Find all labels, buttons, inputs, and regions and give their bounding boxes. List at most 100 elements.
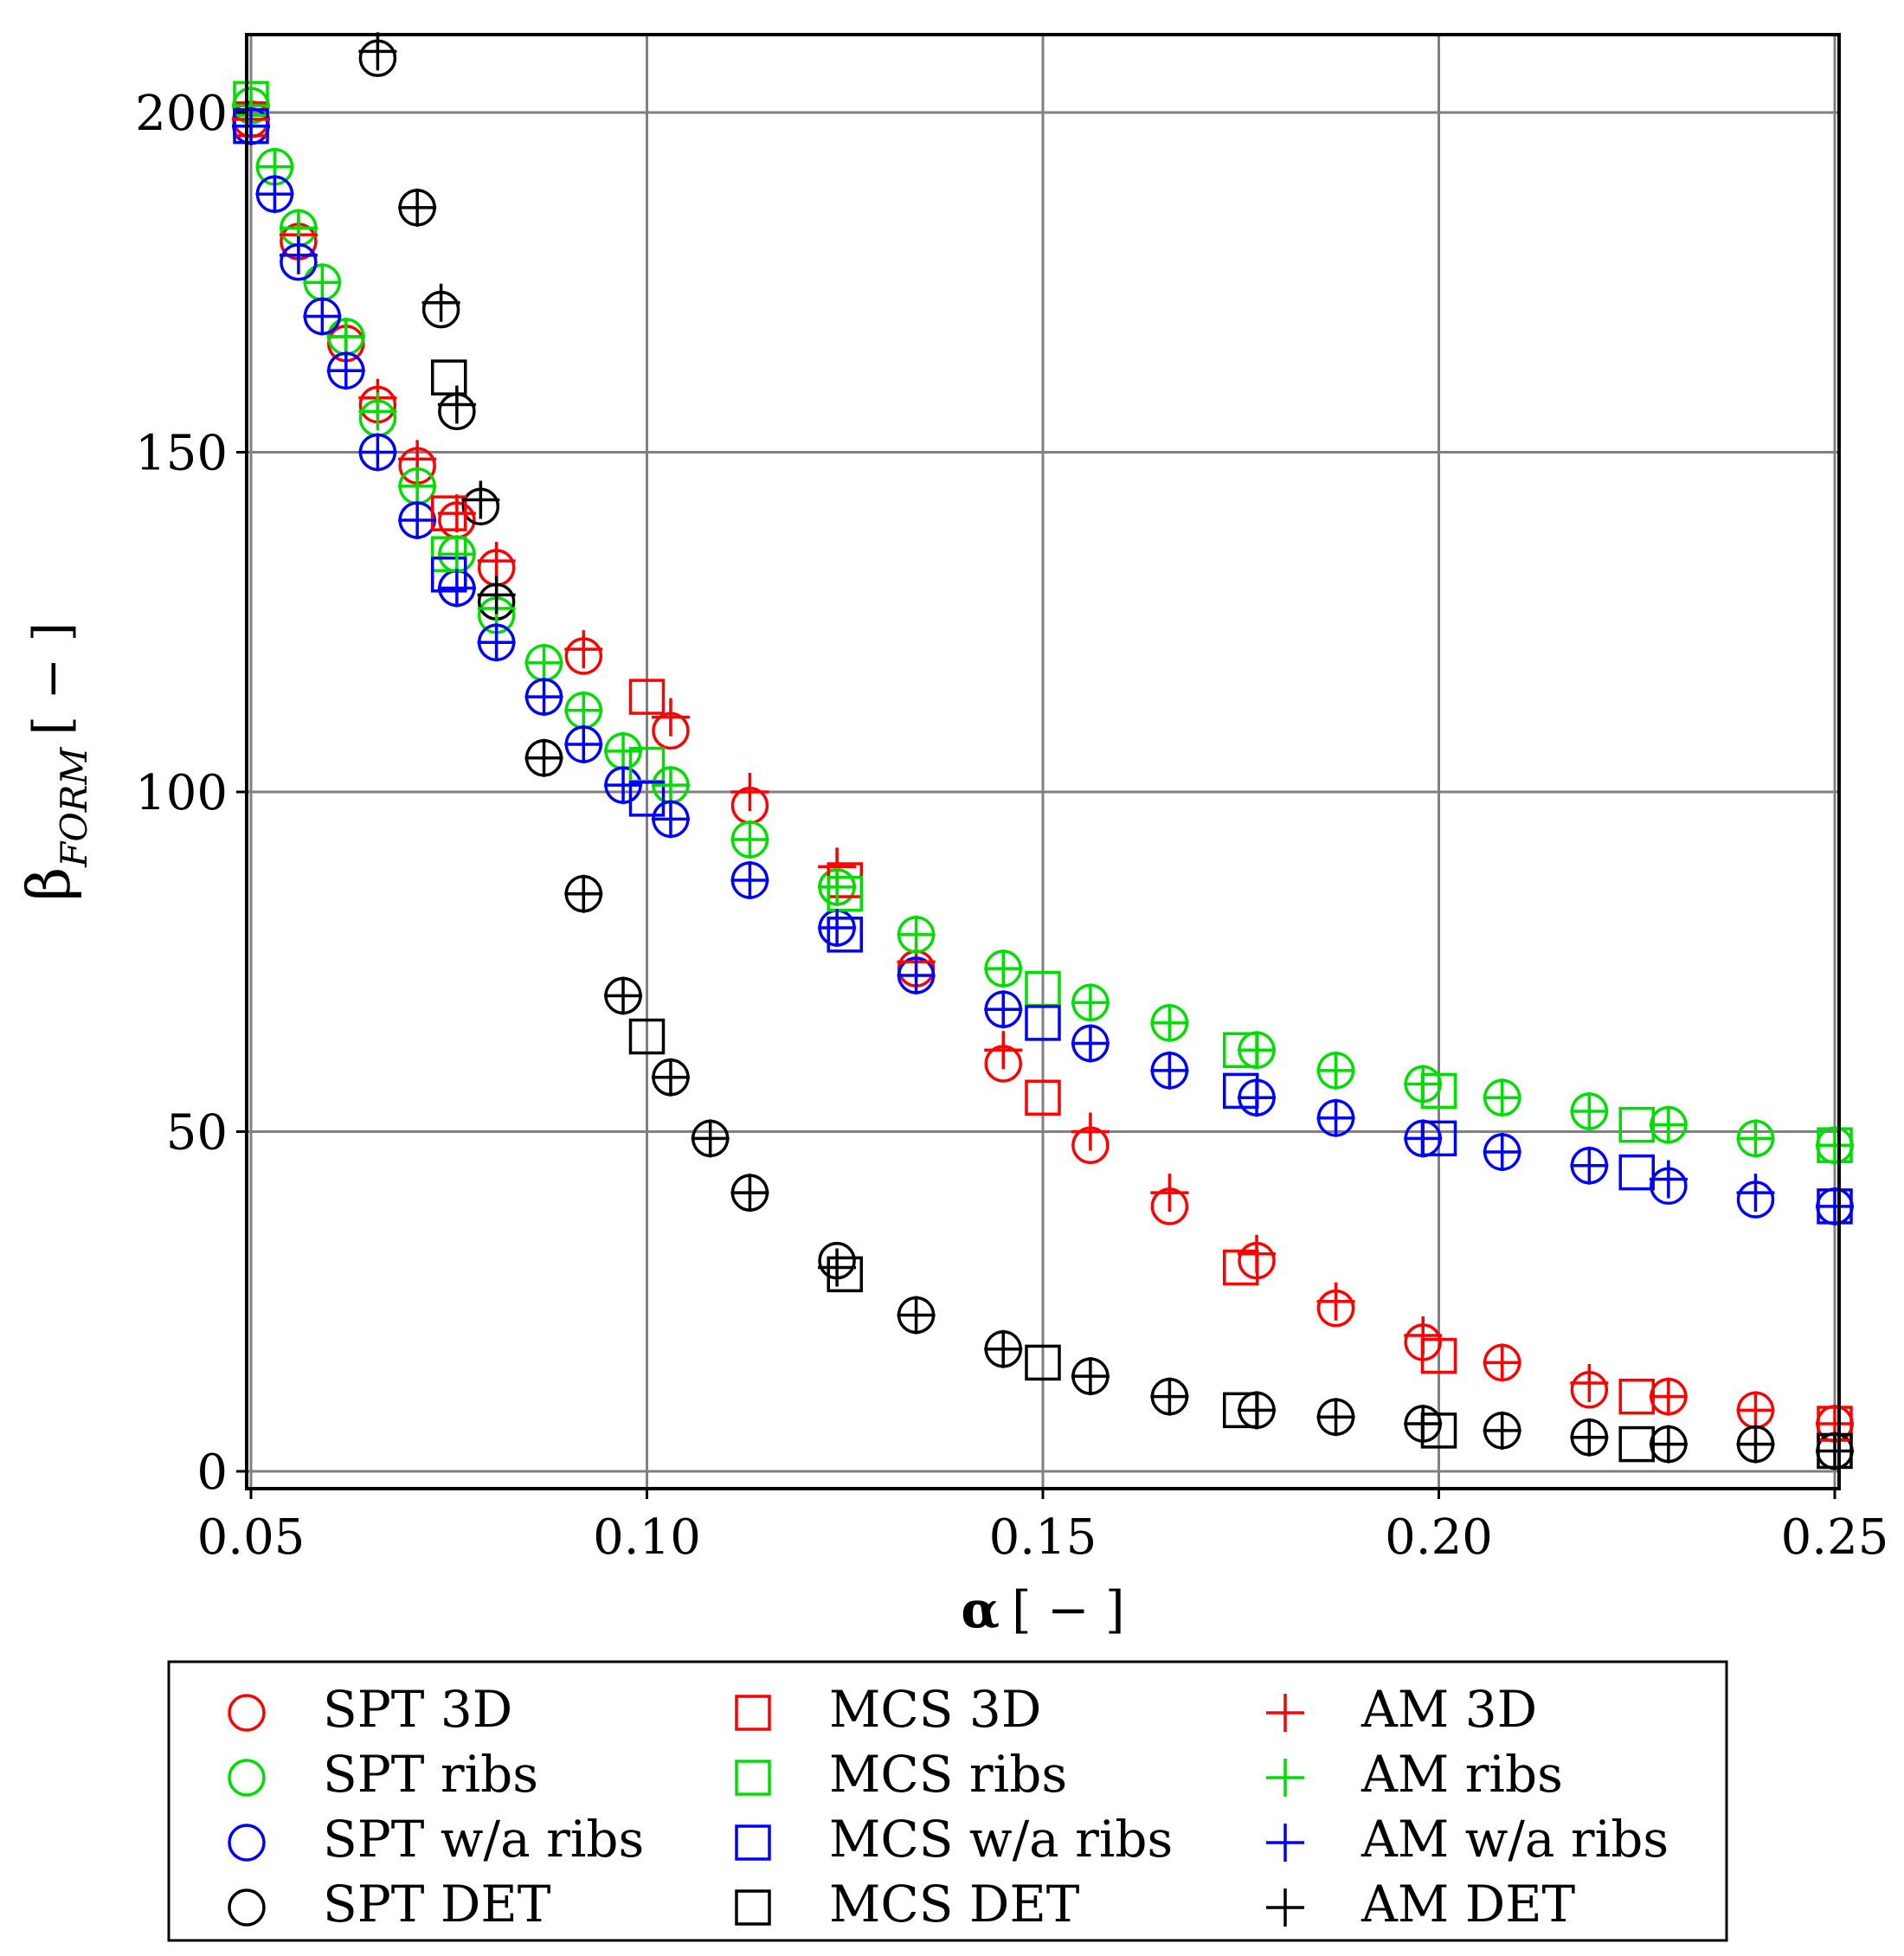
plus-point — [1150, 1174, 1189, 1213]
y-axis-unit: [ − ] — [23, 622, 81, 736]
x-tick-label: 0.15 — [989, 1509, 1097, 1566]
legend-label: MCS DET — [829, 1875, 1080, 1933]
plus-point — [897, 915, 936, 954]
series-am-w-a-ribs — [232, 106, 1854, 1226]
plus-point — [897, 1296, 936, 1335]
legend-label: SPT w/a ribs — [323, 1810, 644, 1869]
grid-lines — [247, 35, 1839, 1489]
legend: SPT 3D SPT ribs SPT w/a ribs SPT DET MCS 3D M… — [228, 1680, 1669, 1933]
plus-point — [437, 569, 476, 608]
plus-point — [477, 623, 516, 662]
square-point — [628, 679, 666, 715]
x-tick-label: 0.20 — [1385, 1509, 1493, 1566]
legend-circle-marker — [228, 1694, 266, 1732]
plus-point — [1238, 1391, 1277, 1430]
legend-label: MCS ribs — [829, 1745, 1067, 1804]
series-am-det — [358, 32, 1854, 1470]
plus-point — [1071, 1357, 1110, 1396]
x-axis-symbol: α — [961, 1580, 1000, 1639]
plus-point — [1816, 1187, 1854, 1226]
plus-point — [1736, 1391, 1775, 1430]
legend-label: AM w/a ribs — [1360, 1810, 1669, 1869]
x-tick-label: 0.05 — [197, 1509, 306, 1566]
plus-point — [730, 1174, 769, 1213]
legend-label: SPT 3D — [323, 1680, 512, 1739]
plus-point — [1404, 1405, 1443, 1444]
plus-point — [564, 725, 603, 764]
plus-point — [398, 501, 437, 539]
plus-point — [326, 318, 365, 357]
plus-point — [984, 1329, 1023, 1368]
series-mcs-det — [431, 359, 1853, 1470]
plus-point — [984, 990, 1023, 1029]
plus-point — [1150, 1377, 1189, 1416]
plus-point — [1483, 1411, 1521, 1450]
data-points — [232, 32, 1854, 1470]
plus-point — [1736, 1425, 1775, 1464]
plus-point — [398, 466, 437, 505]
plus-point — [1404, 1316, 1443, 1354]
plus-point — [461, 480, 500, 519]
plus-point — [1736, 1119, 1775, 1158]
plus-point — [564, 630, 603, 669]
plus-point — [984, 1031, 1023, 1070]
y-tick-label: 150 — [135, 426, 228, 482]
plus-point — [1570, 1418, 1609, 1457]
plus-point — [1071, 1112, 1110, 1151]
square-point — [1420, 1337, 1457, 1374]
plus-point — [1150, 1003, 1189, 1042]
plus-point — [564, 874, 603, 913]
plus-point — [1483, 1343, 1521, 1382]
plus-point — [1570, 1146, 1609, 1185]
plus-point — [358, 392, 397, 431]
plus-point — [524, 678, 563, 717]
y-tick-label: 50 — [166, 1105, 228, 1161]
y-axis-subscript: FORM — [53, 747, 95, 868]
plus-point — [437, 535, 476, 574]
square-point — [1618, 1425, 1655, 1463]
plus-point — [398, 188, 437, 227]
legend-box — [167, 1660, 1728, 1942]
plus-point — [421, 283, 460, 322]
plus-point — [984, 949, 1023, 988]
square-point — [827, 1256, 863, 1293]
plus-point — [818, 1248, 857, 1287]
plus-point — [1316, 1398, 1355, 1437]
x-axis-title: α[ − ] — [961, 1580, 1124, 1639]
plus-point — [1570, 1091, 1609, 1130]
plus-point — [730, 773, 769, 811]
plus-point — [1483, 1133, 1521, 1172]
legend-plus-marker — [1266, 1759, 1304, 1797]
square-point — [827, 917, 863, 953]
legend-square-marker — [735, 1695, 771, 1731]
plus-point — [1649, 1105, 1688, 1144]
square-point — [827, 876, 863, 912]
square-point — [1025, 1344, 1061, 1381]
x-axis-unit: [ − ] — [1012, 1580, 1125, 1639]
plus-point — [651, 1058, 690, 1097]
plus-point — [1238, 1031, 1277, 1070]
legend-plus-marker — [1266, 1888, 1304, 1927]
square-point — [1618, 1154, 1655, 1191]
plus-point — [897, 955, 936, 994]
y-axis-title: βFORM [ − ] — [16, 622, 95, 901]
plus-point — [564, 691, 603, 730]
plus-point — [691, 1119, 730, 1158]
legend-plus-marker — [1266, 1824, 1304, 1862]
legend-label: AM DET — [1360, 1875, 1576, 1933]
plus-point — [1483, 1078, 1521, 1117]
plus-point — [232, 106, 270, 145]
plus-point — [651, 766, 690, 805]
square-point — [628, 1018, 666, 1055]
axis-ticks: 0.05 0.10 0.15 0.20 0.25 0 50 100 150 200 — [135, 86, 1888, 1566]
plus-point — [477, 576, 516, 614]
plus-point — [326, 351, 365, 390]
plus-point — [1316, 1098, 1355, 1137]
legend-circle-marker — [228, 1824, 266, 1862]
square-point — [1618, 1106, 1655, 1143]
y-tick-label: 200 — [135, 86, 228, 142]
series-am-ribs — [232, 87, 1854, 1165]
square-point — [431, 557, 467, 593]
plus-point — [1570, 1363, 1609, 1402]
plus-point — [1150, 1051, 1189, 1090]
